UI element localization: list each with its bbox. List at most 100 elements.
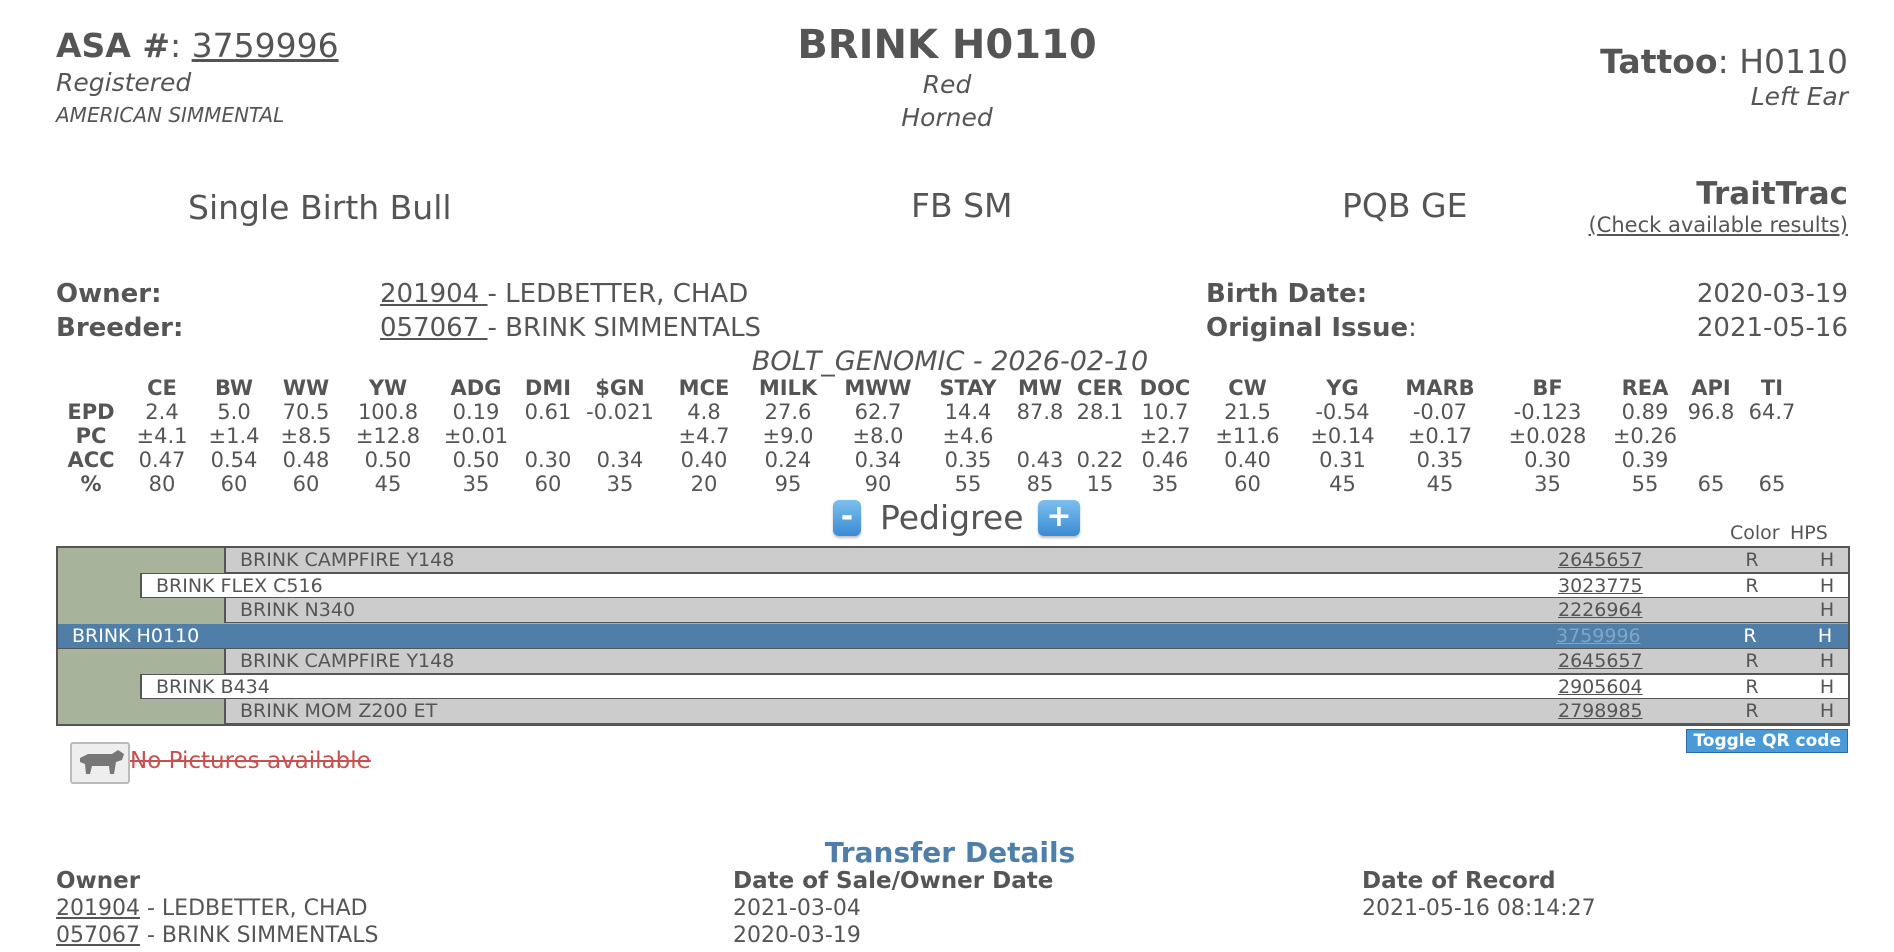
epd-col-header: WW — [282, 376, 330, 400]
asa-number-link[interactable]: 3759996 — [191, 26, 339, 65]
epd-cell: 64.7 — [1748, 400, 1796, 424]
owner-id-link[interactable]: 201904 — [380, 279, 488, 309]
epd-cell: 95 — [774, 472, 802, 496]
breeder-id-link[interactable]: 057067 — [380, 313, 488, 343]
epd-cell: 0.54 — [210, 448, 258, 472]
owner-name: - LEDBETTER, CHAD — [487, 279, 749, 309]
traittrac-results-link[interactable]: (Check available results) — [1588, 213, 1848, 237]
epd-cell: ±4.1 — [136, 424, 188, 448]
epd-cell: 15 — [1086, 472, 1114, 496]
pedigree-row[interactable]: BRINK CAMPFIRE Y148 2645657 R H — [58, 648, 1848, 675]
epd-col-header: BW — [214, 376, 254, 400]
epd-cell: 0.31 — [1319, 448, 1366, 472]
pedigree-row[interactable]: BRINK H0110 3759996 R H — [58, 623, 1848, 650]
tattoo-value: H0110 — [1739, 42, 1848, 81]
epd-cell: 35 — [1151, 472, 1179, 496]
transfer-owner-1-link[interactable]: 201904 — [56, 896, 140, 921]
transfer-owner-2-name: - BRINK SIMMENTALS — [139, 923, 379, 948]
owner-label: Owner: — [56, 279, 162, 309]
epd-cell: ±8.0 — [852, 424, 904, 448]
epd-cell: 35 — [462, 472, 490, 496]
epd-cell: 60 — [292, 472, 320, 496]
epd-cell: 0.48 — [282, 448, 330, 472]
epd-col-header: MWW — [844, 376, 912, 400]
original-issue-label: Original Issue: — [1206, 313, 1417, 343]
breeder-name: - BRINK SIMMENTALS — [487, 313, 762, 343]
epd-col-header: API — [1691, 376, 1731, 400]
pedigree-row[interactable]: BRINK MOM Z200 ET 2798985 R H — [58, 699, 1848, 725]
pedigree-reg-link[interactable]: 2905604 — [1558, 676, 1643, 698]
pedigree-row[interactable]: BRINK CAMPFIRE Y148 2645657 R H — [58, 548, 1848, 574]
epd-cell: 35 — [1534, 472, 1561, 496]
pedigree-reg-link[interactable]: 3759996 — [1556, 624, 1641, 647]
epd-cell: 60 — [1234, 472, 1261, 496]
epd-cell: 87.8 — [1016, 400, 1064, 424]
epd-cell: 60 — [534, 472, 562, 496]
epd-row-label: ACC — [67, 448, 115, 472]
transfer-date-2: 2020-03-19 — [733, 923, 861, 948]
epd-cell: 10.7 — [1141, 400, 1189, 424]
transfer-owner-2: 057067 - BRINK SIMMENTALS — [56, 923, 378, 948]
epd-cell: 65 — [1697, 472, 1725, 496]
epd-body: EPD 2.4 5.0 70.5 100.8 0.19 0.61 -0.021 4.8 27.6 6… — [56, 400, 1807, 496]
pedigree-color-value: R — [1745, 649, 1759, 672]
no-pictures-text: No Pictures available — [130, 748, 371, 774]
pedigree-row[interactable]: BRINK N340 2226964 H — [58, 598, 1848, 624]
asa-number: ASA #: 3759996 — [56, 26, 339, 65]
epd-cell: -0.54 — [1315, 400, 1370, 424]
epd-col-header: YG — [1326, 376, 1359, 400]
epd-cell: -0.07 — [1412, 400, 1468, 424]
pedigree-row[interactable]: BRINK B434 2905604 R H — [58, 674, 1848, 700]
horned-status: Horned — [901, 103, 993, 132]
epd-cell: 0.35 — [944, 448, 992, 472]
epd-col-header: MARB — [1405, 376, 1475, 400]
epd-col-header: MCE — [678, 376, 730, 400]
transfer-owner-1: 201904 - LEDBETTER, CHAD — [56, 896, 368, 921]
owner-value: 201904 - LEDBETTER, CHAD — [380, 279, 748, 309]
epd-cell: 90 — [864, 472, 892, 496]
original-issue-label-text: Original Issue — [1206, 313, 1409, 343]
transfer-date-header: Date of Sale/Owner Date — [733, 868, 1054, 894]
epd-col-header: BF — [1532, 376, 1563, 400]
pedigree-reg-link[interactable]: 2226964 — [1558, 599, 1643, 622]
epd-col-header: CER — [1077, 376, 1123, 400]
epd-cell — [1685, 424, 1737, 448]
pedigree-reg-link[interactable]: 2798985 — [1558, 700, 1643, 723]
pedigree-row[interactable]: BRINK FLEX C516 3023775 R H — [58, 573, 1848, 599]
pedigree-reg-link[interactable]: 3023775 — [1558, 575, 1643, 598]
pedigree-hps-value: H — [1819, 575, 1835, 598]
epd-cell: 85 — [1026, 472, 1054, 496]
epd-cell: 28.1 — [1076, 400, 1124, 424]
transfer-owner-2-link[interactable]: 057067 — [56, 923, 140, 948]
pedigree-collapse-button[interactable]: - — [833, 500, 861, 536]
cow-icon — [70, 742, 130, 784]
epd-col-header: REA — [1621, 376, 1669, 400]
pedigree-color-value: R — [1745, 549, 1759, 571]
toggle-qr-code-button[interactable]: Toggle QR code — [1686, 729, 1848, 753]
pedigree-reg-link[interactable]: 2645657 — [1558, 649, 1643, 672]
epd-cell: 0.35 — [1416, 448, 1464, 472]
transfer-owner-header: Owner — [56, 868, 141, 894]
epd-cell — [1010, 424, 1070, 448]
pedigree-table: BRINK CAMPFIRE Y148 2645657 R H BRINK FLEX C… — [56, 546, 1850, 726]
asa-label: ASA # — [56, 26, 170, 65]
pedigree-color-value: R — [1745, 700, 1759, 723]
epd-cell: 35 — [606, 472, 634, 496]
breeder-label: Breeder: — [56, 313, 184, 343]
pedigree-row-bar: BRINK CAMPFIRE Y148 2645657 R H — [224, 648, 1848, 674]
epd-cell: -0.021 — [586, 400, 654, 424]
epd-cell: 70.5 — [282, 400, 330, 424]
birth-date-value: 2020-03-19 — [1696, 279, 1848, 309]
epd-cell: 0.39 — [1621, 448, 1669, 472]
pedigree-animal-name: BRINK CAMPFIRE Y148 — [240, 649, 455, 672]
epd-cell: 45 — [1329, 472, 1356, 496]
epd-col-header: CW — [1228, 376, 1267, 400]
pedigree-animal-name: BRINK H0110 — [72, 624, 200, 647]
pedigree-row-bar: BRINK MOM Z200 ET 2798985 R H — [224, 699, 1848, 725]
epd-cell: 0.50 — [364, 448, 412, 472]
pedigree-expand-button[interactable]: + — [1038, 500, 1080, 536]
pedigree-row-bar: BRINK FLEX C516 3023775 R H — [140, 573, 1848, 599]
pedigree-reg-link[interactable]: 2645657 — [1558, 549, 1643, 571]
epd-cell: 100.8 — [357, 400, 419, 424]
epd-cell: ±4.7 — [678, 424, 730, 448]
